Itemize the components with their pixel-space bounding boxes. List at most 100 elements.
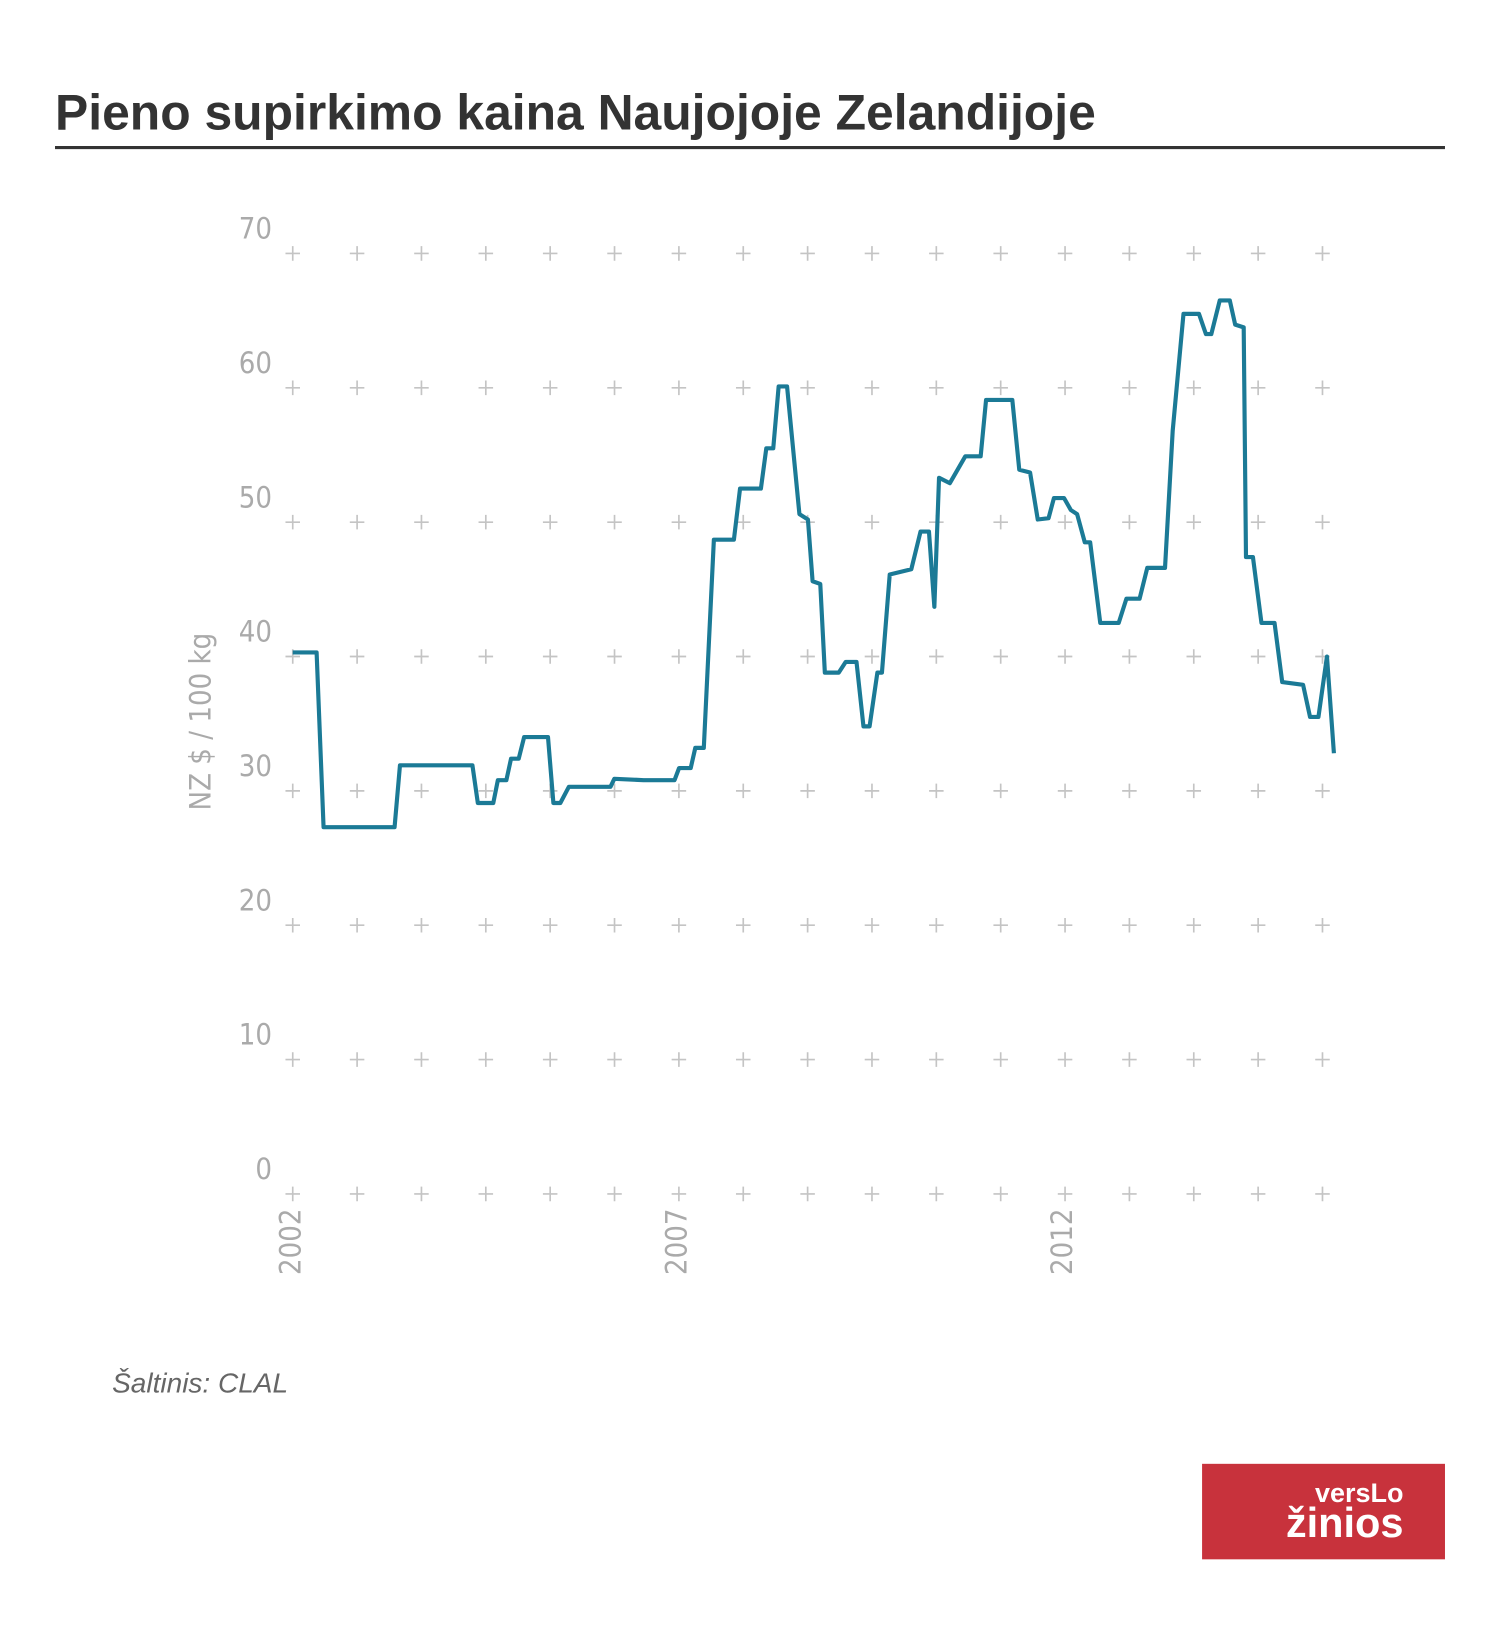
grid-cross bbox=[414, 246, 429, 261]
logo-box bbox=[1202, 1463, 1445, 1560]
grid-cross bbox=[349, 649, 365, 664]
grid-cross bbox=[1186, 649, 1202, 664]
grid-cross bbox=[1122, 917, 1137, 933]
data-line bbox=[292, 298, 1336, 830]
logo-text: versLo bbox=[1315, 1478, 1403, 1508]
grid-row bbox=[285, 649, 1330, 664]
grid-cross bbox=[993, 1186, 1008, 1202]
grid-cross bbox=[1250, 649, 1266, 664]
grid-cross bbox=[929, 917, 944, 933]
grid-cross bbox=[414, 1052, 429, 1067]
grid-cross bbox=[478, 649, 494, 664]
grid-cross bbox=[1057, 246, 1073, 261]
grid-cross bbox=[1057, 380, 1073, 396]
y-tick-label: 70 bbox=[239, 212, 272, 246]
grid-cross bbox=[671, 649, 687, 664]
x-tick-label: 2012 bbox=[1045, 1208, 1079, 1275]
grid-cross bbox=[864, 649, 880, 664]
grid-cross bbox=[1315, 917, 1330, 933]
grid-cross bbox=[1057, 783, 1073, 799]
grid-cross bbox=[735, 917, 751, 933]
grid-cross bbox=[478, 1052, 494, 1067]
grid-cross bbox=[1122, 246, 1137, 261]
grid-cross bbox=[1122, 649, 1137, 664]
grid-cross bbox=[349, 380, 365, 396]
y-tick-label: 30 bbox=[239, 749, 272, 783]
grid-cross bbox=[607, 783, 622, 799]
y-tick-label: 10 bbox=[239, 1018, 272, 1052]
grid-cross bbox=[1186, 783, 1202, 799]
source-note: Šaltinis: CLAL bbox=[112, 1367, 288, 1398]
grid-cross bbox=[735, 783, 751, 799]
grid-cross bbox=[800, 649, 815, 664]
grid-cross bbox=[1057, 649, 1073, 664]
grid-cross bbox=[349, 783, 365, 799]
grid-cross bbox=[414, 380, 429, 396]
grid-cross bbox=[607, 380, 622, 396]
grid-cross bbox=[1122, 1052, 1137, 1067]
y-tick-label: 0 bbox=[255, 1152, 272, 1186]
grid-row bbox=[285, 783, 1330, 799]
grid-cross bbox=[800, 1186, 815, 1202]
grid-cross bbox=[414, 1186, 429, 1202]
grid-cross bbox=[542, 1186, 558, 1202]
grid-cross bbox=[800, 380, 815, 396]
grid-cross bbox=[864, 1186, 880, 1202]
grid-cross bbox=[800, 917, 815, 933]
grid-cross bbox=[671, 1186, 687, 1202]
grid-cross bbox=[929, 783, 944, 799]
grid-cross bbox=[414, 917, 429, 933]
grid-cross bbox=[735, 246, 751, 261]
grid-cross bbox=[414, 514, 429, 530]
grid-cross bbox=[1057, 1052, 1073, 1067]
grid-cross bbox=[864, 514, 880, 530]
grid-cross bbox=[864, 380, 880, 396]
y-axis-label: NZ $ / 100 kg bbox=[183, 633, 217, 811]
grid-cross bbox=[1186, 917, 1202, 933]
grid-cross bbox=[607, 1186, 622, 1202]
grid-cross bbox=[1250, 1052, 1266, 1067]
grid-cross bbox=[671, 1052, 687, 1067]
grid-cross bbox=[285, 917, 300, 933]
grid-cross bbox=[542, 649, 558, 664]
x-tick-label: 2007 bbox=[659, 1208, 693, 1275]
grid-cross bbox=[671, 246, 687, 261]
grid-cross bbox=[993, 649, 1008, 664]
grid-cross bbox=[993, 1052, 1008, 1067]
grid-cross bbox=[478, 246, 494, 261]
grid-cross bbox=[607, 1052, 622, 1067]
grid-cross bbox=[478, 783, 494, 799]
grid-cross bbox=[1250, 380, 1266, 396]
grid-cross bbox=[607, 514, 622, 530]
grid-cross bbox=[671, 917, 687, 933]
grid-cross bbox=[993, 783, 1008, 799]
grid-cross bbox=[1315, 783, 1330, 799]
grid-cross bbox=[285, 1186, 300, 1202]
grid-cross bbox=[864, 246, 880, 261]
grid-cross bbox=[478, 380, 494, 396]
grid-cross bbox=[1122, 514, 1137, 530]
y-tick-label: 60 bbox=[239, 346, 272, 380]
grid-row bbox=[285, 380, 1330, 396]
grid-cross bbox=[1122, 783, 1137, 799]
grid-cross bbox=[1250, 514, 1266, 530]
grid-cross bbox=[735, 514, 751, 530]
grid-cross bbox=[1057, 514, 1073, 530]
grid-row bbox=[285, 1052, 1330, 1067]
grid-cross bbox=[607, 917, 622, 933]
grid-cross bbox=[542, 246, 558, 261]
grid-cross bbox=[864, 1052, 880, 1067]
grid-cross bbox=[542, 917, 558, 933]
grid-cross bbox=[735, 380, 751, 396]
grid-row bbox=[285, 1186, 1330, 1202]
grid-cross bbox=[478, 1186, 494, 1202]
grid-cross bbox=[864, 783, 880, 799]
grid-cross bbox=[1186, 246, 1202, 261]
grid-cross bbox=[993, 246, 1008, 261]
grid-cross bbox=[1315, 380, 1330, 396]
grid-cross bbox=[349, 514, 365, 530]
grid-row bbox=[285, 917, 1330, 933]
grid-cross bbox=[929, 649, 944, 664]
